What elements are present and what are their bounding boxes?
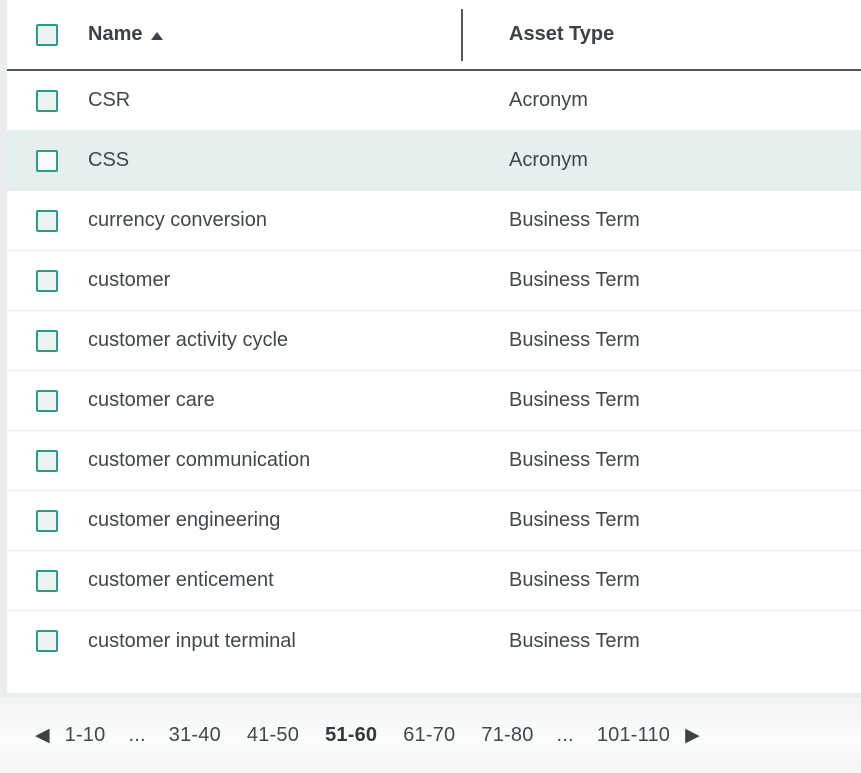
row-checkbox-cell — [7, 630, 88, 652]
table-row[interactable]: customer activity cycle Business Term — [7, 311, 861, 371]
row-checkbox[interactable] — [36, 149, 58, 172]
pagination-ellipsis[interactable]: ... — [128, 723, 146, 746]
row-checkbox-cell — [7, 509, 88, 532]
pagination-page-range[interactable]: 101-110 — [596, 723, 671, 746]
row-name: customer — [88, 269, 171, 291]
row-checkbox[interactable] — [36, 269, 58, 292]
row-asset-type: Business Term — [509, 629, 640, 652]
row-checkbox-cell — [7, 269, 88, 292]
pagination-ellipsis[interactable]: ... — [556, 723, 574, 746]
row-asset-type-cell: Business Term — [485, 569, 861, 592]
column-header-asset-type-label: Asset Type — [509, 23, 615, 45]
row-asset-type: Business Term — [509, 269, 640, 291]
row-name: currency conversion — [88, 209, 267, 231]
row-name-cell[interactable]: customer activity cycle — [88, 329, 485, 352]
asset-table: Name Asset Type CSR Acronym CSS Acro — [7, 0, 861, 693]
column-header-asset-type[interactable]: Asset Type — [485, 23, 861, 46]
table-row[interactable]: customer input terminal Business Term — [7, 611, 861, 671]
row-asset-type-cell: Business Term — [485, 209, 861, 232]
row-name: CSR — [88, 89, 131, 111]
row-name: customer engineering — [88, 509, 281, 531]
row-checkbox-cell — [7, 209, 88, 232]
table-row[interactable]: customer Business Term — [7, 251, 861, 311]
row-name: customer communication — [88, 449, 311, 471]
pagination-bar: ◀ 1-10... 31-40 41-50 51-60 61-70 71-80... 101… — [0, 697, 861, 773]
row-checkbox[interactable] — [36, 630, 58, 652]
row-asset-type: Business Term — [509, 209, 640, 231]
row-asset-type: Business Term — [509, 509, 640, 531]
next-page-icon[interactable]: ▶ — [685, 724, 700, 746]
table-row[interactable]: customer enticement Business Term — [7, 551, 861, 611]
row-name-cell[interactable]: customer enticement — [88, 569, 485, 592]
row-name-cell[interactable]: customer input terminal — [88, 630, 485, 653]
header-checkbox-cell — [7, 23, 88, 46]
row-checkbox[interactable] — [36, 509, 58, 532]
row-name-cell[interactable]: CSS — [88, 149, 485, 172]
row-asset-type: Acronym — [509, 149, 588, 171]
row-asset-type: Business Term — [509, 569, 640, 591]
row-asset-type: Business Term — [509, 329, 640, 351]
row-checkbox-cell — [7, 329, 88, 352]
row-asset-type-cell: Business Term — [485, 329, 861, 352]
row-checkbox[interactable] — [36, 89, 58, 112]
column-header-name[interactable]: Name — [88, 23, 485, 46]
pagination-page-range[interactable]: 71-80 — [481, 723, 534, 746]
row-asset-type-cell: Business Term — [485, 389, 861, 412]
table-body: CSR Acronym CSS Acronym currency convers… — [7, 71, 861, 671]
row-name: customer enticement — [88, 569, 274, 591]
pagination-page-range: 51-60 — [325, 723, 378, 746]
row-checkbox-cell — [7, 389, 88, 412]
row-name: customer activity cycle — [88, 329, 289, 351]
select-all-checkbox[interactable] — [36, 23, 58, 46]
row-asset-type-cell: Business Term — [485, 269, 861, 292]
row-asset-type-cell: Business Term — [485, 630, 861, 653]
row-checkbox[interactable] — [36, 209, 58, 232]
row-name: CSS — [88, 149, 130, 171]
row-name: customer input terminal — [88, 629, 296, 652]
row-checkbox-cell — [7, 149, 88, 172]
table-row[interactable]: customer care Business Term — [7, 371, 861, 431]
row-name-cell[interactable]: currency conversion — [88, 209, 485, 232]
row-name-cell[interactable]: customer communication — [88, 449, 485, 472]
row-asset-type-cell: Business Term — [485, 509, 861, 532]
column-header-name-label: Name — [88, 23, 143, 45]
row-asset-type-cell: Acronym — [485, 149, 861, 172]
row-asset-type: Business Term — [509, 449, 640, 471]
row-asset-type: Acronym — [509, 89, 588, 111]
sort-ascending-icon — [151, 31, 164, 40]
row-asset-type-cell: Business Term — [485, 449, 861, 472]
row-checkbox[interactable] — [36, 329, 58, 352]
row-checkbox-cell — [7, 449, 88, 472]
pagination-page-range[interactable]: 31-40 — [168, 723, 221, 746]
table-row[interactable]: customer communication Business Term — [7, 431, 861, 491]
row-name-cell[interactable]: CSR — [88, 89, 485, 112]
table-row[interactable]: CSR Acronym — [7, 71, 861, 131]
pagination-items: 1-10... 31-40 41-50 51-60 61-70 71-80... 101-1… — [52, 720, 684, 751]
row-name-cell[interactable]: customer care — [88, 389, 485, 412]
row-asset-type-cell: Acronym — [485, 89, 861, 112]
left-gutter — [0, 0, 7, 773]
row-checkbox-cell — [7, 569, 88, 592]
table-row[interactable]: currency conversion Business Term — [7, 191, 861, 251]
pagination-separator — [0, 693, 861, 697]
table-header-row: Name Asset Type — [7, 0, 861, 71]
row-checkbox[interactable] — [36, 569, 58, 592]
row-checkbox[interactable] — [36, 389, 58, 412]
table-bottom-padding — [7, 671, 861, 693]
previous-page-icon[interactable]: ◀ — [35, 724, 50, 746]
pagination-page-range[interactable]: 1-10 — [64, 723, 106, 746]
row-name-cell[interactable]: customer — [88, 269, 485, 292]
table-row[interactable]: customer engineering Business Term — [7, 491, 861, 551]
pagination-page-range[interactable]: 41-50 — [246, 723, 300, 746]
column-divider[interactable] — [461, 9, 463, 61]
row-name: customer care — [88, 389, 215, 411]
table-row[interactable]: CSS Acronym — [7, 131, 861, 191]
row-checkbox[interactable] — [36, 449, 58, 472]
row-asset-type: Business Term — [509, 389, 640, 411]
row-checkbox-cell — [7, 89, 88, 112]
pagination-page-range[interactable]: 61-70 — [403, 723, 456, 746]
row-name-cell[interactable]: customer engineering — [88, 509, 485, 532]
